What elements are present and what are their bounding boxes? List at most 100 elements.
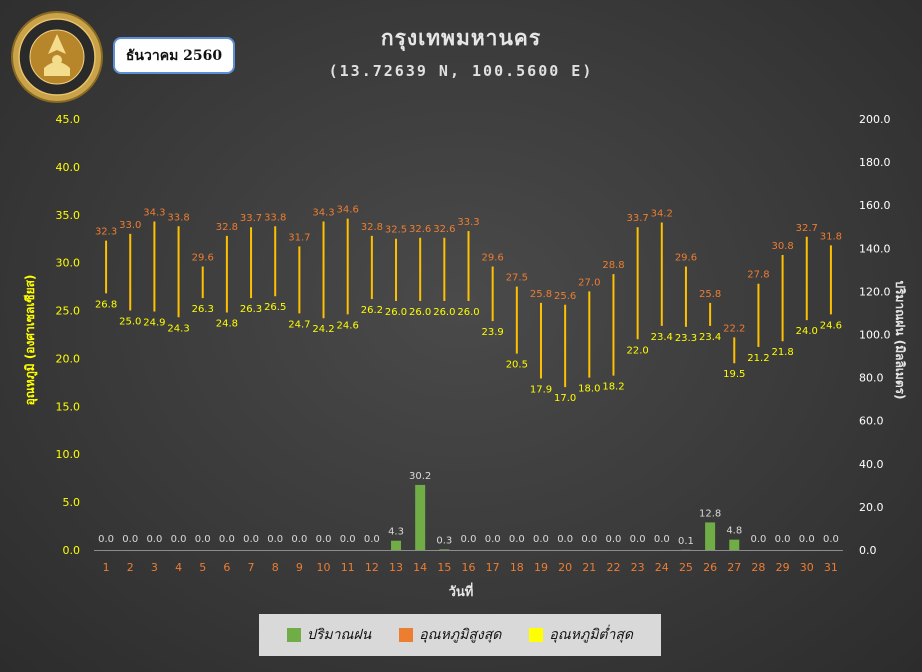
max-temp-label: 33.0	[119, 220, 141, 231]
rain-data-label: 0.0	[775, 534, 791, 545]
max-temp-label: 29.6	[482, 252, 504, 263]
max-temp-label: 34.6	[337, 205, 359, 216]
rain-data-label: 0.0	[581, 534, 597, 545]
rain-data-label: 0.0	[630, 534, 646, 545]
legend-item-rain: ปริมาณฝน	[286, 624, 371, 646]
min-temp-label: 26.2	[361, 305, 383, 316]
x-tick-label: 25	[679, 561, 693, 574]
x-tick-label: 24	[655, 561, 669, 574]
min-temp-label: 23.3	[675, 333, 697, 344]
min-temp-label: 24.9	[143, 318, 165, 329]
max-temp-label: 33.8	[264, 212, 286, 223]
legend-label-max-temp: อุณหภูมิสูงสุด	[419, 627, 502, 643]
legend-item-max-temp: อุณหภูมิสูงสุด	[399, 624, 501, 646]
rain-data-label: 0.0	[195, 534, 211, 545]
max-temp-swatch	[399, 628, 414, 642]
x-tick-label: 16	[462, 561, 476, 574]
temperature-range-series	[105, 218, 832, 388]
chart-legend: ปริมาณฝน อุณหภูมิสูงสุด อุณหภูมิต่ำสุด	[259, 614, 661, 656]
x-tick-label: 19	[534, 561, 548, 574]
max-temp-label: 32.6	[433, 224, 455, 235]
rain-bar	[391, 540, 402, 550]
min-temp-label: 21.8	[771, 347, 793, 358]
x-tick-label: 20	[558, 561, 572, 574]
x-tick-label: 2	[127, 561, 134, 574]
data-labels: 0.0 0.0 0.0 0.0 0.0 0.0 0.0 0.0 0.0 0.0 0.0 0.0 4.3 3…	[95, 205, 842, 547]
x-tick-label: 10	[317, 561, 331, 574]
rain-bar	[705, 522, 716, 550]
meteorological-department-logo	[11, 11, 103, 103]
min-temp-label: 18.2	[602, 382, 624, 393]
legend-label-min-temp: อุณหภูมิต่ำสุด	[549, 627, 634, 643]
left-tick-label: 45.0	[56, 113, 81, 126]
max-temp-label: 33.3	[457, 217, 479, 228]
rain-data-label: 0.0	[98, 534, 114, 545]
rain-data-label: 0.3	[436, 535, 452, 546]
rain-data-label: 0.0	[509, 534, 525, 545]
rain-data-label: 0.0	[243, 534, 259, 545]
min-temp-label: 24.7	[288, 319, 310, 330]
max-temp-label: 31.7	[288, 232, 310, 243]
min-temp-label: 21.2	[747, 353, 769, 364]
x-tick-label: 11	[341, 561, 355, 574]
right-tick-label: 140.0	[859, 242, 891, 255]
rain-data-label: 0.0	[171, 534, 187, 545]
min-temp-swatch	[529, 628, 544, 642]
min-temp-label: 17.9	[530, 385, 552, 396]
rain-data-label: 0.0	[654, 534, 670, 545]
x-tick-label: 4	[175, 561, 182, 574]
right-tick-label: 160.0	[859, 199, 891, 212]
min-temp-label: 24.0	[796, 326, 818, 337]
max-temp-label: 33.7	[240, 213, 262, 224]
chart-subtitle: (13.72639 N, 100.5600 E)	[328, 62, 594, 80]
rain-data-label: 0.0	[485, 534, 501, 545]
right-axis: 0.0 20.0 40.0 60.0 80.0 100.0 120.0 140.0 160.0 1…	[859, 113, 891, 557]
rain-series	[391, 484, 740, 550]
rain-swatch	[286, 628, 301, 642]
left-tick-label: 15.0	[56, 400, 81, 413]
min-temp-label: 19.5	[723, 369, 745, 380]
x-axis-title: วันที่	[449, 582, 474, 600]
max-temp-label: 34.3	[312, 207, 334, 218]
max-temp-label: 31.8	[820, 231, 842, 242]
rain-data-label: 0.0	[291, 534, 307, 545]
rain-data-label: 0.0	[316, 534, 332, 545]
x-tick-label: 26	[703, 561, 717, 574]
max-temp-label: 25.8	[530, 289, 552, 300]
max-temp-label: 29.6	[192, 252, 214, 263]
right-tick-label: 0.0	[859, 544, 877, 557]
min-temp-label: 17.0	[554, 393, 576, 404]
right-tick-label: 200.0	[859, 113, 891, 126]
x-tick-label: 14	[413, 561, 427, 574]
min-temp-label: 24.3	[167, 323, 189, 334]
rain-bar	[729, 539, 740, 550]
x-tick-label: 6	[223, 561, 230, 574]
min-temp-label: 23.4	[699, 332, 721, 343]
rain-data-label: 0.0	[122, 534, 138, 545]
rain-data-label: 0.0	[606, 534, 622, 545]
x-tick-label: 21	[582, 561, 596, 574]
max-temp-label: 25.6	[554, 291, 576, 302]
max-temp-label: 33.7	[626, 213, 648, 224]
left-tick-label: 30.0	[56, 257, 81, 270]
rain-data-label: 0.0	[750, 534, 766, 545]
max-temp-label: 32.8	[216, 222, 238, 233]
left-tick-label: 5.0	[63, 496, 81, 509]
x-tick-label: 15	[437, 561, 451, 574]
max-temp-label: 29.6	[675, 252, 697, 263]
min-temp-label: 26.0	[433, 307, 455, 318]
x-tick-label: 13	[389, 561, 403, 574]
rain-data-label: 0.0	[533, 534, 549, 545]
min-temp-label: 26.0	[457, 307, 479, 318]
rain-data-label: 0.0	[146, 534, 162, 545]
chart-title: กรุงเทพมหานคร	[380, 26, 542, 50]
min-temp-label: 26.3	[240, 304, 262, 315]
max-temp-label: 34.3	[143, 207, 165, 218]
rain-data-label: 0.0	[219, 534, 235, 545]
x-axis: 1 2 3 4 5 6 7 8 9 10 11 12 13 14 15 16 17 18 19 20 21 22 23 24 2…	[94, 550, 843, 574]
x-tick-label: 1	[103, 561, 110, 574]
max-temp-label: 25.8	[699, 289, 721, 300]
left-tick-label: 20.0	[56, 352, 81, 365]
max-temp-label: 34.2	[651, 208, 673, 219]
